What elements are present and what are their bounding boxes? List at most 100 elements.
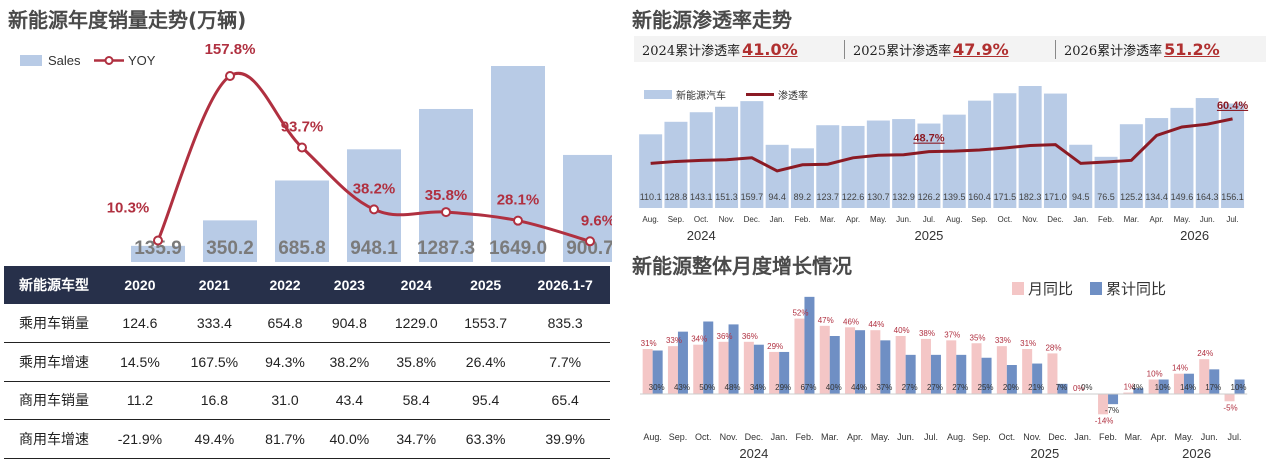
mom-bar bbox=[971, 343, 982, 394]
table-cell: 35.8% bbox=[381, 342, 451, 382]
table-cell: 835.3 bbox=[520, 304, 610, 344]
cum-value-label: 17% bbox=[1205, 383, 1221, 392]
nev-value-label: 159.7 bbox=[741, 192, 764, 202]
table-cell: 34.7% bbox=[381, 419, 451, 459]
mom-bar bbox=[1123, 392, 1134, 394]
yoy-marker bbox=[585, 236, 595, 247]
sales-value-label: 350.2 bbox=[206, 238, 254, 259]
mom-value-label: 10% bbox=[1147, 370, 1163, 379]
nev-bar bbox=[993, 93, 1017, 208]
month-tick-label: Aug. bbox=[643, 432, 662, 442]
month-tick-label: Apr. bbox=[1150, 215, 1164, 224]
cum-value-label: 7% bbox=[1056, 383, 1068, 392]
yoy-marker bbox=[297, 142, 307, 153]
nev-bar bbox=[715, 106, 739, 208]
table-cell: -21.9% bbox=[104, 419, 176, 459]
penetration-value-label: 48.7% bbox=[913, 133, 944, 145]
table-header-year: 2022 bbox=[252, 266, 318, 304]
month-tick-label: Aug. bbox=[947, 432, 966, 442]
month-tick-label: Feb. bbox=[1099, 432, 1117, 442]
table-header-type: 新能源车型 bbox=[4, 266, 104, 304]
cum-value-label: 27% bbox=[927, 383, 943, 392]
table-row-label: 乘用车增速 bbox=[4, 342, 104, 382]
legend-yoy-marker bbox=[104, 56, 114, 65]
sales-value-label: 685.8 bbox=[278, 238, 326, 259]
nev-bar bbox=[816, 125, 840, 208]
nev-value-label: 149.6 bbox=[1171, 192, 1194, 202]
sales-value-label: 1287.3 bbox=[417, 238, 475, 259]
summary-2024-value: 41.0% bbox=[742, 39, 798, 59]
legend-sales-swatch bbox=[20, 55, 42, 66]
mom-bar bbox=[895, 336, 906, 394]
nev-value-label: 76.5 bbox=[1097, 192, 1115, 202]
month-tick-label: Jun. bbox=[897, 432, 914, 442]
monthly-growth-panel: 新能源整体月度增长情况 月同比 累计同比 31% 30% 33% 43% 34% 50% 3… bbox=[626, 246, 1272, 462]
month-tick-label: Oct. bbox=[694, 215, 709, 224]
monthly-legend: 月同比 累计同比 bbox=[1012, 281, 1166, 298]
sales-bar bbox=[419, 108, 473, 262]
mom-bar bbox=[1022, 349, 1033, 394]
nev-value-label: 134.4 bbox=[1145, 192, 1168, 202]
mom-value-label: 37% bbox=[944, 330, 960, 339]
table-row-label: 商用车增速 bbox=[4, 419, 104, 459]
penetration-title: 新能源渗透率走势 bbox=[632, 8, 792, 32]
year-label: 2025 bbox=[1030, 446, 1059, 461]
mom-bar bbox=[870, 330, 881, 394]
cum-bar bbox=[956, 354, 967, 394]
mom-bar bbox=[743, 341, 754, 394]
table-cell: 95.4 bbox=[450, 381, 521, 421]
cum-value-label: 0% bbox=[1081, 383, 1093, 392]
cum-value-label: 50% bbox=[699, 383, 715, 392]
cum-bar bbox=[1032, 363, 1043, 394]
table-header-row: 新能源车型 2020 2021 2022 2023 2024 2025 2026.1-7 bbox=[4, 266, 610, 304]
cum-bar bbox=[804, 296, 815, 394]
nev-bar bbox=[1119, 124, 1143, 208]
penetration-bars: 110.1 128.8 143.1 151.3 159.7 94.4 89.2 123.7 12… bbox=[639, 86, 1245, 208]
yoy-value-label: 35.8% bbox=[425, 187, 468, 204]
table-header-year: 2026.1-7 bbox=[520, 266, 610, 304]
cum-bar bbox=[652, 350, 663, 394]
table-cell: 14.5% bbox=[104, 342, 176, 382]
table-cell: 49.4% bbox=[175, 419, 253, 459]
table-cell: 904.8 bbox=[317, 304, 382, 344]
nev-bar bbox=[917, 123, 941, 208]
cum-bar bbox=[1108, 394, 1119, 405]
year-label: 2026 bbox=[1182, 446, 1211, 461]
mom-bar bbox=[1173, 373, 1184, 394]
table-header-year: 2024 bbox=[381, 266, 451, 304]
mom-bar bbox=[1047, 353, 1058, 394]
monthly-growth-bars: 31% 30% 33% 43% 34% 50% 36% 48% 36% 34% 29% 29% 52% 6… bbox=[641, 296, 1247, 425]
table-cell: 16.8 bbox=[175, 381, 253, 421]
monthly-growth-x-axis: Aug. Sep. Oct. Nov. Dec. Jan. Feb. Mar. Apr. May.… bbox=[640, 393, 1248, 461]
yoy-marker bbox=[225, 71, 235, 81]
table-header-year: 2021 bbox=[175, 266, 253, 304]
month-tick-label: Sep. bbox=[669, 432, 688, 442]
sales-bar bbox=[491, 66, 545, 262]
month-tick-label: Apr. bbox=[1151, 432, 1167, 442]
cum-value-label: 27% bbox=[902, 383, 918, 392]
nev-bar bbox=[968, 100, 992, 208]
annual-sales-panel: 新能源年度销量走势(万辆) Sales YOY 135.9 350.2 685.8 9… bbox=[0, 0, 612, 462]
month-tick-label: Sep. bbox=[972, 432, 991, 442]
nev-value-label: 164.3 bbox=[1196, 192, 1219, 202]
mom-value-label: 36% bbox=[717, 332, 733, 341]
mom-bar bbox=[946, 340, 957, 394]
nev-value-label: 125.2 bbox=[1120, 192, 1143, 202]
summary-2024-label: 2024累计渗透率 bbox=[642, 43, 741, 59]
sales-bar bbox=[131, 245, 185, 262]
yoy-value-label: 157.8% bbox=[205, 41, 256, 58]
sales-bar bbox=[275, 180, 329, 262]
month-tick-label: Feb. bbox=[795, 432, 813, 442]
month-tick-label: Nov. bbox=[720, 432, 738, 442]
nev-value-label: 122.6 bbox=[842, 192, 865, 202]
cum-bar bbox=[829, 336, 840, 394]
nev-value-label: 132.9 bbox=[892, 192, 915, 202]
nev-value-label: 139.5 bbox=[943, 192, 966, 202]
nev-bar bbox=[639, 134, 663, 208]
cum-value-label: 43% bbox=[674, 383, 690, 392]
cum-value-label: 44% bbox=[851, 383, 867, 392]
mom-bar bbox=[920, 338, 931, 394]
penetration-chart: 新能源汽车 渗透率 110.1 128.8 143.1 151.3 159.7 94.4 8… bbox=[639, 86, 1248, 243]
mom-bar bbox=[794, 318, 805, 394]
cum-bar bbox=[753, 344, 764, 394]
